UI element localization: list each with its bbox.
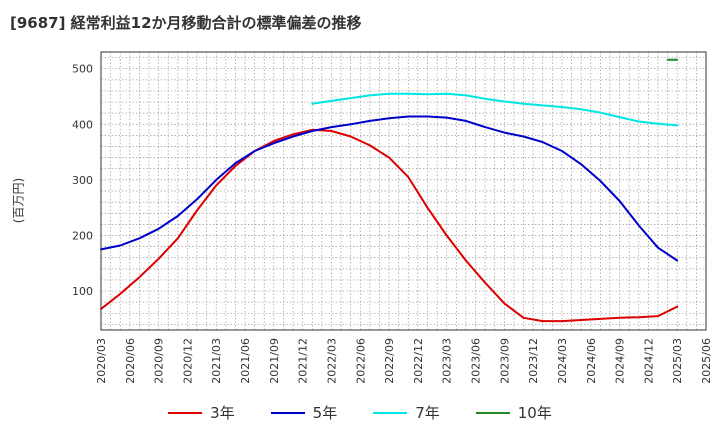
- series-line-7年: [311, 92, 679, 127]
- legend-swatch: [168, 411, 203, 414]
- x-tick-label: 2022/12: [412, 338, 425, 384]
- series-line-3年: [100, 128, 679, 323]
- x-tick-label: 2020/09: [153, 338, 166, 384]
- legend-label: 7年: [415, 404, 440, 422]
- y-tick-label: 300: [72, 174, 93, 187]
- legend-label: 3年: [210, 404, 235, 422]
- x-tick-label: 2024/12: [642, 338, 655, 384]
- chart-legend: 3年 5年 7年 10年: [0, 402, 720, 423]
- y-tick-label: 500: [72, 63, 93, 76]
- legend-swatch: [373, 411, 408, 414]
- x-tick-label: 2024/09: [614, 338, 627, 384]
- line-chart: 100 200 300 400 500 2020/03 2020/06 2020/09 2020…: [72, 51, 713, 384]
- legend-swatch: [270, 411, 305, 414]
- x-tick-label: 2020/06: [124, 338, 137, 384]
- chart-title: [9687] 経常利益12か月移動合計の標準偏差の推移: [10, 14, 362, 32]
- x-tick-label: 2021/09: [268, 338, 281, 384]
- x-tick-label: 2023/12: [527, 338, 540, 384]
- series-line-5年: [100, 115, 679, 262]
- legend-label: 5年: [312, 404, 338, 422]
- y-tick-label: 400: [72, 118, 93, 131]
- legend-item: 5年: [270, 402, 338, 423]
- x-tick-label: 2022/09: [383, 338, 396, 384]
- x-tick-label: 2024/06: [585, 338, 598, 384]
- x-tick-label: 2021/03: [210, 338, 223, 384]
- legend-swatch: [475, 411, 510, 414]
- x-tick-label: 2021/06: [239, 338, 252, 384]
- legend-item: 10年: [475, 402, 552, 423]
- legend-item: 3年: [168, 402, 235, 423]
- x-tick-label: 2025/06: [700, 338, 713, 384]
- x-tick-label: 2022/03: [325, 338, 338, 384]
- x-tick-label: 2025/03: [671, 338, 684, 384]
- legend-item: 7年: [373, 402, 440, 423]
- x-tick-label: 2024/03: [556, 338, 569, 384]
- x-tick-label: 2021/12: [297, 338, 310, 384]
- x-tick-label: 2022/06: [354, 338, 367, 384]
- x-tick-label: 2023/03: [441, 338, 454, 384]
- x-tick-label: 2020/03: [95, 338, 108, 384]
- y-tick-label: 100: [72, 285, 93, 298]
- x-tick-label: 2023/06: [470, 338, 483, 384]
- x-tick-label: 2020/12: [181, 338, 194, 384]
- x-tick-label: 2023/09: [498, 338, 511, 384]
- y-tick-label: 200: [72, 229, 93, 242]
- legend-label: 10年: [517, 404, 552, 422]
- plot-frame: [100, 51, 707, 331]
